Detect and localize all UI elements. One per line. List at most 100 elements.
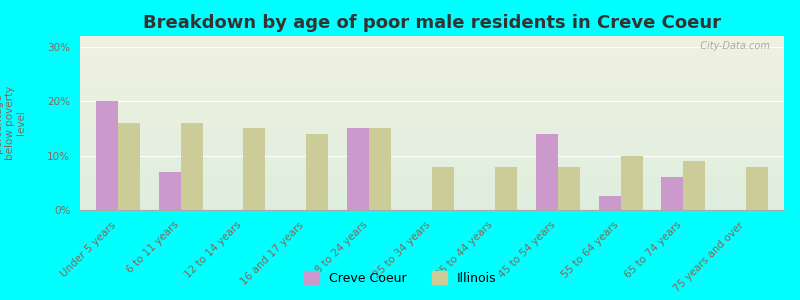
Bar bbox=[80, 128, 784, 130]
Bar bbox=[347, 128, 369, 210]
Bar bbox=[80, 57, 784, 58]
Bar bbox=[598, 196, 621, 210]
Bar bbox=[80, 112, 784, 114]
Bar bbox=[80, 69, 784, 71]
Bar bbox=[80, 104, 784, 106]
Title: Breakdown by age of poor male residents in Creve Coeur: Breakdown by age of poor male residents … bbox=[143, 14, 721, 32]
Bar bbox=[80, 184, 784, 186]
Bar bbox=[80, 86, 784, 88]
Bar bbox=[80, 161, 784, 163]
Bar bbox=[662, 177, 683, 210]
Bar bbox=[80, 172, 784, 173]
Bar bbox=[80, 189, 784, 191]
Bar bbox=[80, 102, 784, 104]
Bar bbox=[80, 88, 784, 90]
Bar bbox=[495, 167, 517, 210]
Bar bbox=[746, 167, 768, 210]
Bar bbox=[80, 188, 784, 189]
Bar bbox=[80, 78, 784, 80]
Bar bbox=[80, 67, 784, 69]
Bar bbox=[181, 123, 202, 210]
Bar bbox=[80, 100, 784, 102]
Bar bbox=[80, 95, 784, 97]
Bar bbox=[80, 160, 784, 161]
Bar bbox=[80, 41, 784, 43]
Bar bbox=[80, 99, 784, 100]
Bar bbox=[80, 45, 784, 46]
Bar bbox=[80, 50, 784, 52]
Bar bbox=[80, 114, 784, 116]
Bar bbox=[80, 193, 784, 194]
Bar bbox=[80, 151, 784, 153]
Bar bbox=[80, 137, 784, 139]
Bar bbox=[80, 43, 784, 45]
Bar bbox=[80, 118, 784, 119]
Bar bbox=[80, 163, 784, 165]
Bar bbox=[80, 139, 784, 140]
Bar bbox=[80, 55, 784, 57]
Bar bbox=[80, 62, 784, 64]
Legend: Creve Coeur, Illinois: Creve Coeur, Illinois bbox=[298, 265, 502, 291]
Bar bbox=[158, 172, 181, 210]
Bar bbox=[80, 201, 784, 203]
Bar bbox=[80, 165, 784, 167]
Bar bbox=[80, 106, 784, 107]
Bar bbox=[536, 134, 558, 210]
Bar bbox=[80, 186, 784, 188]
Bar bbox=[80, 52, 784, 53]
Bar bbox=[80, 53, 784, 55]
Bar bbox=[80, 73, 784, 74]
Bar bbox=[432, 167, 454, 210]
Bar bbox=[80, 203, 784, 205]
Bar bbox=[80, 119, 784, 121]
Bar bbox=[80, 38, 784, 40]
Bar bbox=[118, 123, 140, 210]
Bar bbox=[80, 132, 784, 134]
Bar bbox=[243, 128, 266, 210]
Bar bbox=[80, 36, 784, 38]
Bar bbox=[80, 85, 784, 86]
Bar bbox=[80, 156, 784, 158]
Bar bbox=[80, 60, 784, 62]
Bar bbox=[80, 205, 784, 206]
Bar bbox=[80, 46, 784, 48]
Bar bbox=[80, 90, 784, 92]
Bar bbox=[80, 180, 784, 182]
Bar bbox=[80, 64, 784, 66]
Bar bbox=[80, 149, 784, 151]
Bar bbox=[80, 196, 784, 198]
Bar bbox=[80, 158, 784, 160]
Bar bbox=[80, 200, 784, 201]
Text: City-Data.com: City-Data.com bbox=[694, 41, 770, 51]
Bar bbox=[80, 71, 784, 73]
Bar bbox=[80, 198, 784, 200]
Bar bbox=[80, 107, 784, 109]
Bar bbox=[369, 128, 391, 210]
Bar bbox=[80, 66, 784, 67]
Bar bbox=[80, 147, 784, 149]
Bar bbox=[80, 58, 784, 60]
Bar bbox=[96, 101, 118, 210]
Bar bbox=[80, 121, 784, 123]
Bar bbox=[80, 125, 784, 127]
Bar bbox=[80, 127, 784, 128]
Bar bbox=[80, 146, 784, 147]
Bar bbox=[80, 194, 784, 196]
Bar bbox=[80, 76, 784, 78]
Bar bbox=[80, 109, 784, 111]
Bar bbox=[80, 142, 784, 144]
Bar bbox=[80, 140, 784, 142]
Bar bbox=[80, 81, 784, 83]
Bar bbox=[80, 168, 784, 170]
Bar bbox=[80, 134, 784, 135]
Bar bbox=[80, 111, 784, 112]
Bar bbox=[80, 48, 784, 50]
Bar bbox=[80, 179, 784, 180]
Bar bbox=[80, 116, 784, 118]
Bar bbox=[80, 170, 784, 172]
Bar bbox=[80, 182, 784, 184]
Bar bbox=[80, 80, 784, 81]
Bar bbox=[80, 177, 784, 179]
Bar bbox=[80, 74, 784, 76]
Bar bbox=[621, 156, 642, 210]
